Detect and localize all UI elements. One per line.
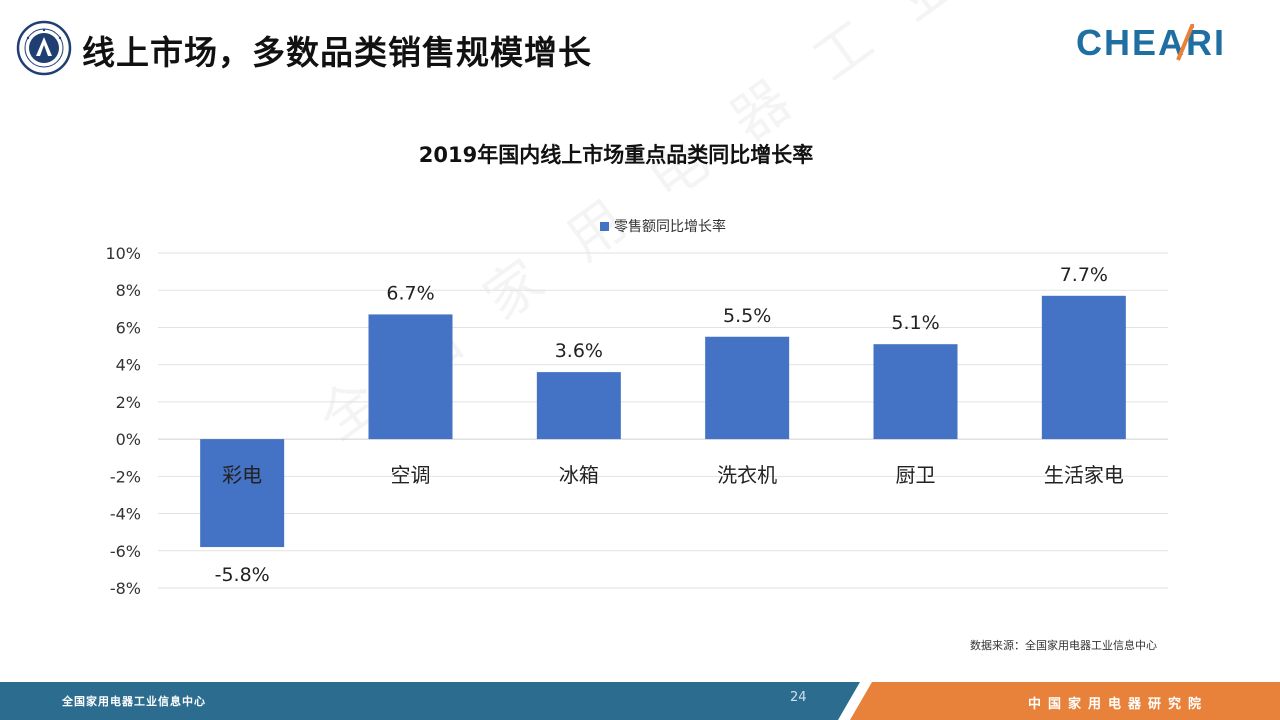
y-tick-label: -2% (110, 467, 141, 486)
y-tick-label: 10% (105, 244, 141, 263)
y-tick-label: 0% (116, 430, 141, 449)
page-number: 24 (790, 690, 807, 705)
footer-institute-name: 中国家用电器研究院 (1028, 697, 1209, 712)
data-label: 5.1% (891, 312, 939, 334)
category-label: 生活家电 (1044, 463, 1124, 487)
y-tick-label: 2% (116, 393, 141, 412)
brand-logo-text: CHEARI (1076, 22, 1226, 63)
data-label: 5.5% (723, 305, 771, 327)
bar (705, 336, 790, 440)
data-label: -5.8% (215, 564, 270, 586)
y-tick-label: 4% (116, 356, 141, 375)
source-note: 数据来源：全国家用电器工业信息中心 (970, 639, 1157, 652)
category-label: 洗衣机 (717, 463, 777, 487)
y-tick-label: -4% (110, 505, 141, 524)
footer-bar (0, 682, 1280, 720)
brand-logo: CHEARI (1076, 22, 1256, 70)
page-title: 线上市场，多数品类销售规模增长 (82, 33, 592, 72)
bar (368, 314, 453, 440)
organization-logo (16, 20, 72, 76)
y-tick-label: 6% (116, 318, 141, 337)
y-tick-label: -8% (110, 579, 141, 598)
chart-title: 2019年国内线上市场重点品类同比增长率 (418, 143, 814, 167)
category-label: 彩电 (222, 463, 262, 487)
bar (873, 344, 958, 440)
legend-label: 零售额同比增长率 (614, 219, 726, 235)
data-label: 6.7% (386, 282, 434, 304)
legend-swatch (600, 221, 609, 231)
bar-chart: 10% 8% 6% 4% 2% 0% -2% -4% -6% -8% -5.8% 彩电 6.7% 空调 3.… (105, 244, 1168, 598)
category-label: 厨卫 (896, 463, 936, 487)
data-label: 3.6% (555, 340, 603, 362)
category-label: 空调 (391, 463, 431, 487)
category-label: 冰箱 (559, 463, 599, 487)
y-tick-label: 8% (116, 281, 141, 300)
bar (1041, 295, 1126, 440)
bar (536, 372, 621, 440)
chart-legend: 零售额同比增长率 (600, 216, 726, 236)
bar (200, 439, 285, 548)
y-tick-label: -6% (110, 542, 141, 561)
footer-org-name: 全国家用电器工业信息中心 (62, 695, 206, 708)
data-label: 7.7% (1060, 264, 1108, 286)
